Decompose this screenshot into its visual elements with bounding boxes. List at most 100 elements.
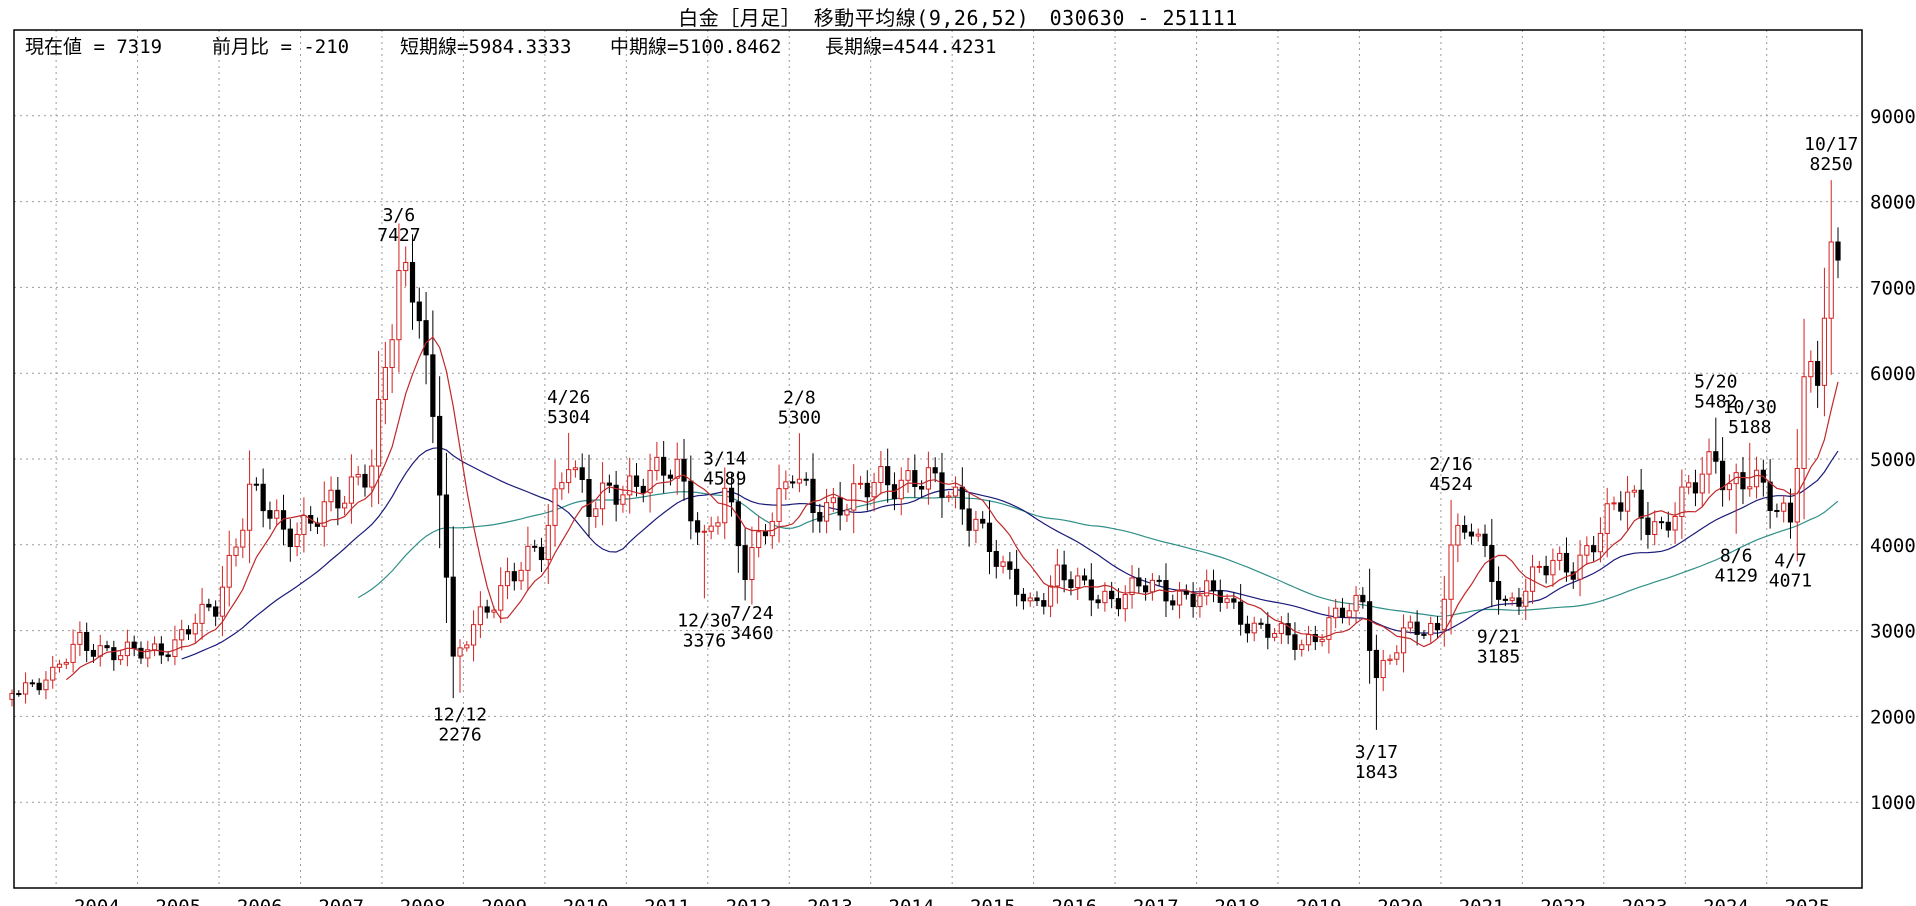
candle-body [1007,561,1013,570]
candle-body [1543,565,1549,576]
annotation-value: 1843 [1355,762,1398,783]
candle-body [973,518,979,531]
candle-body [1047,585,1054,607]
candle-body [1808,361,1814,378]
candle-body [1224,598,1230,603]
candle-body [1774,509,1780,512]
candle-body [620,494,626,505]
candle-body [1475,533,1481,537]
candle-body [70,643,76,663]
candle-body [1041,600,1047,607]
candle-body [90,649,97,657]
candle-body [545,524,551,561]
y-axis-ticks: 1000 2000 3000 4000 5000 6000 7000 8000 9000 [1870,106,1916,814]
candle-body [1679,486,1685,517]
candle-body [844,509,850,516]
candle-body [803,478,809,481]
candle-body [586,479,592,517]
candle-body [450,576,456,657]
candle-body [1299,644,1305,650]
candle-body [783,481,789,490]
annotation-value: 4129 [1714,566,1757,587]
x-tick-label: 2021 [1459,896,1505,906]
candle-body [796,478,803,484]
candle-body [260,483,266,512]
candle-body [382,366,388,400]
candle-body [1495,580,1502,600]
candle-body [1428,622,1434,636]
candle-body [240,529,246,548]
candle-body [1014,568,1020,595]
candle-body [742,545,748,580]
candle-body [416,301,422,322]
annotation-value: 4524 [1429,474,1472,495]
candle-body [1448,544,1454,600]
candle-body [1618,502,1624,512]
candlesticks [9,180,1841,730]
annotation-value: 5188 [1728,417,1771,438]
x-tick-label: 2013 [807,896,853,906]
candle-body [1686,482,1692,488]
candle-body [233,546,239,556]
candle-body [830,497,836,504]
candle-body [396,270,402,341]
candle-body [647,470,653,494]
annotation-date: 12/30 [677,610,731,631]
candle-body [1400,627,1407,654]
candle-body [423,320,429,356]
short-ma-line [65,336,1839,681]
candle-body [919,486,925,490]
candle-body [172,639,178,657]
candle-body [654,456,660,472]
candle-body [749,547,755,580]
x-tick-label: 2012 [726,896,772,906]
candle-body [1326,617,1332,640]
candle-body [498,585,504,611]
candle-body [1143,585,1149,593]
candle-body [274,510,280,519]
x-tick-label: 2007 [318,896,364,906]
candle-body [1210,580,1217,592]
candle-body [1312,633,1318,643]
candle-body [932,467,938,474]
candle-body [993,551,999,567]
candle-body [837,497,843,516]
candle-body [403,261,409,272]
candle-body [1115,598,1122,610]
candle-body [1088,579,1094,601]
month-change-text: 前月比 = -210 [212,36,349,58]
candle-body [762,531,769,537]
annotation-date: 10/17 [1804,134,1858,155]
candle-body [457,647,463,657]
candle-body [151,643,158,651]
x-tick-label: 2024 [1703,896,1749,906]
candle-body [1183,590,1189,595]
candle-body [1204,580,1210,597]
candle-body [301,515,307,535]
candle-body [1753,469,1760,488]
candle-body [986,522,993,553]
candle-body [925,467,931,490]
x-tick-label: 2022 [1540,896,1586,906]
candle-body [1190,593,1196,608]
candle-body [606,482,612,486]
candle-body [111,647,117,661]
candle-body [362,473,368,488]
candle-body [470,624,477,646]
candle-body [226,554,232,588]
candle-body [1170,600,1176,606]
annotation-date: 2/8 [783,387,816,408]
candle-body [56,663,63,668]
candle-body [701,530,707,533]
x-tick-label: 2017 [1133,896,1179,906]
candle-body [1360,594,1366,603]
candle-body [1781,502,1787,512]
candle-body [348,476,355,504]
candle-body [294,533,300,548]
candle-body [538,546,545,561]
candle-body [1523,590,1529,607]
candle-body [1285,623,1291,636]
candle-body [633,475,640,487]
candle-body [1346,610,1352,618]
x-tick-label: 2020 [1377,896,1423,906]
